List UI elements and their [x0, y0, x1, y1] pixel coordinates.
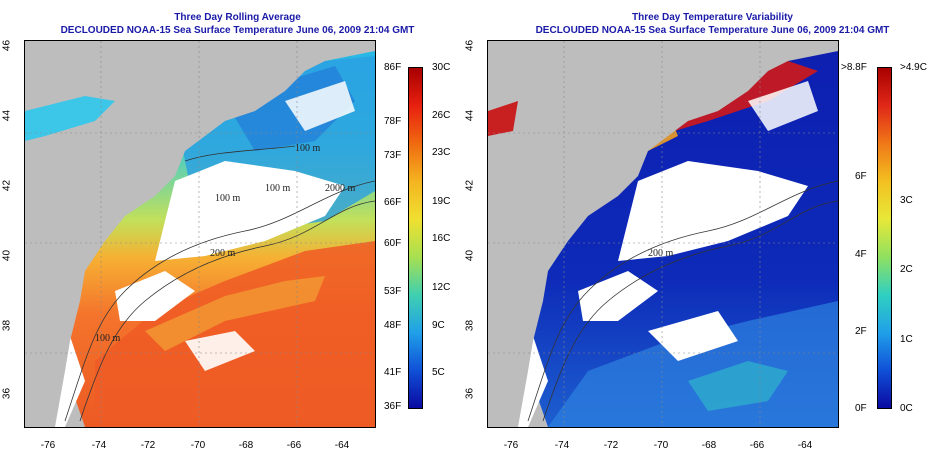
lon-label: -66	[749, 440, 765, 451]
contour-label: 100 m	[295, 143, 321, 154]
lat-label: 40	[464, 249, 476, 262]
lat-label: 36	[464, 387, 476, 400]
celsius-label: 12C	[432, 282, 451, 293]
celsius-label: 16C	[432, 233, 451, 244]
celsius-label: 19C	[432, 196, 451, 207]
lat-label: 40	[1, 249, 13, 262]
lat-label: 46	[1, 39, 13, 52]
lat-label: 44	[1, 109, 13, 122]
celsius-label: 23C	[432, 147, 451, 158]
lon-label: -74	[91, 440, 107, 451]
celsius-label: 9C	[432, 320, 445, 331]
fahrenheit-label: 0F	[855, 403, 867, 414]
lat-label: 42	[1, 179, 13, 192]
celsius-label: 5C	[432, 367, 445, 378]
lon-label: -68	[701, 440, 717, 451]
right-title: Three Day Temperature Variability	[632, 12, 793, 23]
celsius-label: 0C	[900, 403, 913, 414]
fahrenheit-label: >8.8F	[841, 62, 867, 73]
lon-label: -66	[286, 440, 302, 451]
lon-label: -68	[238, 440, 254, 451]
fahrenheit-label: 6F	[855, 171, 867, 182]
contour-label: 200 m	[648, 248, 674, 259]
sst-average-panel: Three Day Rolling Average DECLOUDED NOAA…	[1, 12, 451, 451]
variability-colorbar	[877, 67, 892, 409]
fahrenheit-label: 2F	[855, 326, 867, 337]
lat-label: 38	[1, 319, 13, 332]
lat-label: 44	[464, 109, 476, 122]
lon-label: -76	[503, 440, 519, 451]
left-subtitle: DECLOUDED NOAA-15 Sea Surface Temperatur…	[60, 25, 415, 36]
fahrenheit-label: 41F	[384, 367, 402, 378]
lon-label: -64	[334, 440, 350, 451]
lon-label: -72	[603, 440, 619, 451]
left-title: Three Day Rolling Average	[174, 12, 301, 23]
lon-label: -70	[653, 440, 669, 451]
fahrenheit-label: 78F	[384, 116, 402, 127]
sst-variability-map: 200 m	[487, 40, 839, 428]
fahrenheit-label: 60F	[384, 238, 402, 249]
lon-label: -64	[797, 440, 813, 451]
sst-variability-panel: Three Day Temperature Variability DECLOU…	[465, 0, 950, 475]
fahrenheit-label: 36F	[384, 401, 402, 412]
contour-label: 100 m	[265, 183, 291, 194]
fahrenheit-label: 86F	[384, 62, 402, 73]
lat-label: 36	[1, 387, 13, 400]
contour-label: 100 m	[215, 193, 241, 204]
contour-label: 100 m	[95, 333, 121, 344]
contour-label: 200 m	[210, 248, 236, 259]
sst-colorbar	[408, 67, 423, 409]
lon-label: -74	[554, 440, 570, 451]
fahrenheit-label: 73F	[384, 150, 402, 161]
lat-label: 46	[464, 39, 476, 52]
fahrenheit-label: 48F	[384, 320, 402, 331]
lat-label: 42	[464, 179, 476, 192]
lon-label: -76	[40, 440, 56, 451]
celsius-label: 1C	[900, 334, 913, 345]
sst-average-map: 200 m 2000 m 100 m 100 m 100 m 100 m	[24, 40, 376, 428]
celsius-label: >4.9C	[900, 62, 927, 73]
lon-label: -70	[190, 440, 206, 451]
celsius-label: 26C	[432, 110, 451, 121]
fahrenheit-label: 53F	[384, 286, 402, 297]
celsius-label: 3C	[900, 195, 913, 206]
lat-label: 38	[464, 319, 476, 332]
celsius-label: 30C	[432, 62, 451, 73]
right-subtitle: DECLOUDED NOAA-15 Sea Surface Temperatur…	[535, 25, 890, 36]
fahrenheit-label: 4F	[855, 249, 867, 260]
lon-label: -72	[140, 440, 156, 451]
fahrenheit-label: 66F	[384, 197, 402, 208]
contour-label: 2000 m	[325, 183, 356, 194]
celsius-label: 2C	[900, 264, 913, 275]
